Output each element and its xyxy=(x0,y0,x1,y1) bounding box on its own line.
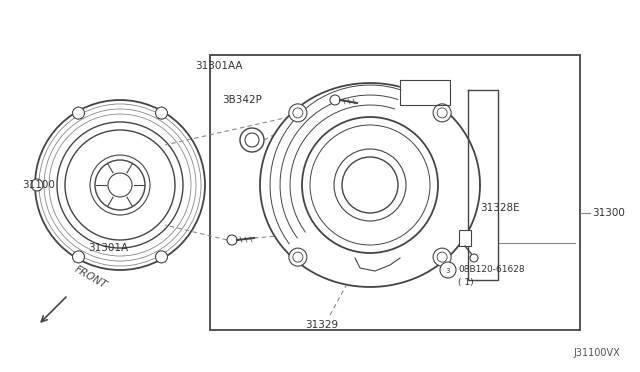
Text: 3B342P: 3B342P xyxy=(222,95,262,105)
Circle shape xyxy=(108,173,132,197)
Circle shape xyxy=(240,128,264,152)
Circle shape xyxy=(289,104,307,122)
Circle shape xyxy=(433,104,451,122)
Text: FRONT: FRONT xyxy=(73,264,109,290)
Bar xyxy=(459,230,471,246)
Circle shape xyxy=(156,251,168,263)
Circle shape xyxy=(470,254,478,262)
Circle shape xyxy=(342,157,398,213)
Circle shape xyxy=(334,149,406,221)
Circle shape xyxy=(57,122,183,248)
Text: 31301A: 31301A xyxy=(88,243,128,253)
Circle shape xyxy=(330,95,340,105)
Circle shape xyxy=(31,179,43,191)
Polygon shape xyxy=(468,90,498,280)
Text: 08B120-61628: 08B120-61628 xyxy=(458,266,525,275)
Circle shape xyxy=(72,251,84,263)
Circle shape xyxy=(90,155,150,215)
Circle shape xyxy=(302,117,438,253)
Text: J31100VX: J31100VX xyxy=(573,348,620,358)
Bar xyxy=(210,55,580,330)
Circle shape xyxy=(433,248,451,266)
Circle shape xyxy=(65,130,175,240)
Circle shape xyxy=(35,100,205,270)
Circle shape xyxy=(289,248,307,266)
Text: 31100: 31100 xyxy=(22,180,55,190)
Polygon shape xyxy=(260,83,480,287)
Polygon shape xyxy=(400,80,450,105)
Circle shape xyxy=(72,107,84,119)
Text: 31301AA: 31301AA xyxy=(195,61,243,71)
Text: ( 1): ( 1) xyxy=(458,279,474,288)
Text: 31300: 31300 xyxy=(592,208,625,218)
Circle shape xyxy=(227,235,237,245)
Text: 31328E: 31328E xyxy=(480,203,520,213)
Text: 31329: 31329 xyxy=(305,320,338,330)
Circle shape xyxy=(95,160,145,210)
Text: 3: 3 xyxy=(445,268,451,274)
Circle shape xyxy=(156,107,168,119)
Circle shape xyxy=(440,262,456,278)
